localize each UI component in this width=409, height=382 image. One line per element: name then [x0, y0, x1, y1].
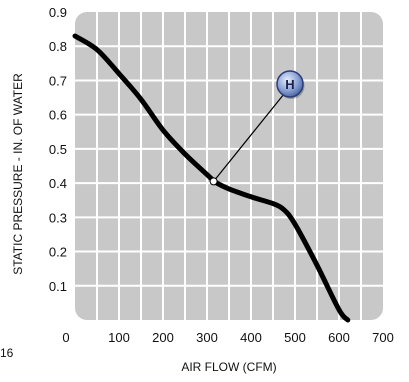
y-tick-label: 0.5 — [49, 142, 67, 157]
annotation-marker — [276, 70, 304, 98]
y-tick-label: 0.9 — [49, 5, 67, 20]
annotation-leader-line — [213, 93, 285, 182]
series-line — [72, 33, 351, 323]
stray-label: 16 — [0, 346, 14, 360]
y-tick-label: 0.6 — [49, 108, 67, 123]
x-tick-label: 400 — [240, 330, 262, 345]
y-axis-title: STATIC PRESSURE - IN. OF WATER — [11, 73, 25, 275]
x-tick-label: 500 — [284, 330, 306, 345]
y-tick-label: 0.1 — [49, 279, 67, 294]
y-tick-label: 0.8 — [49, 39, 67, 54]
x-axis-title: AIR FLOW (CFM) — [181, 360, 276, 374]
y-tick-label: 0.2 — [49, 245, 67, 260]
x-tick-label: 200 — [152, 330, 174, 345]
annotation-label: H — [285, 77, 294, 92]
x-tick-label: 700 — [372, 330, 394, 345]
y-tick-label: 0.7 — [49, 73, 67, 88]
y-tick-label: 0.4 — [49, 176, 67, 191]
x-tick-label: 300 — [196, 330, 218, 345]
annotation-point — [209, 177, 218, 186]
x-tick-label: 0 — [62, 330, 69, 345]
x-tick-label: 100 — [108, 330, 130, 345]
y-tick-label: 0.3 — [49, 210, 67, 225]
x-tick-label: 600 — [328, 330, 350, 345]
